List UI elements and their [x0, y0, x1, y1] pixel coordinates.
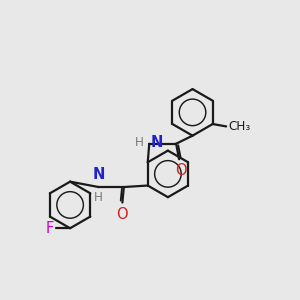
- Text: F: F: [45, 221, 53, 236]
- Text: O: O: [175, 163, 186, 178]
- Text: N: N: [151, 135, 163, 150]
- Text: H: H: [94, 190, 103, 204]
- Text: H: H: [135, 136, 144, 149]
- Text: O: O: [117, 207, 128, 222]
- Text: CH₃: CH₃: [229, 120, 251, 133]
- Text: N: N: [92, 167, 105, 182]
